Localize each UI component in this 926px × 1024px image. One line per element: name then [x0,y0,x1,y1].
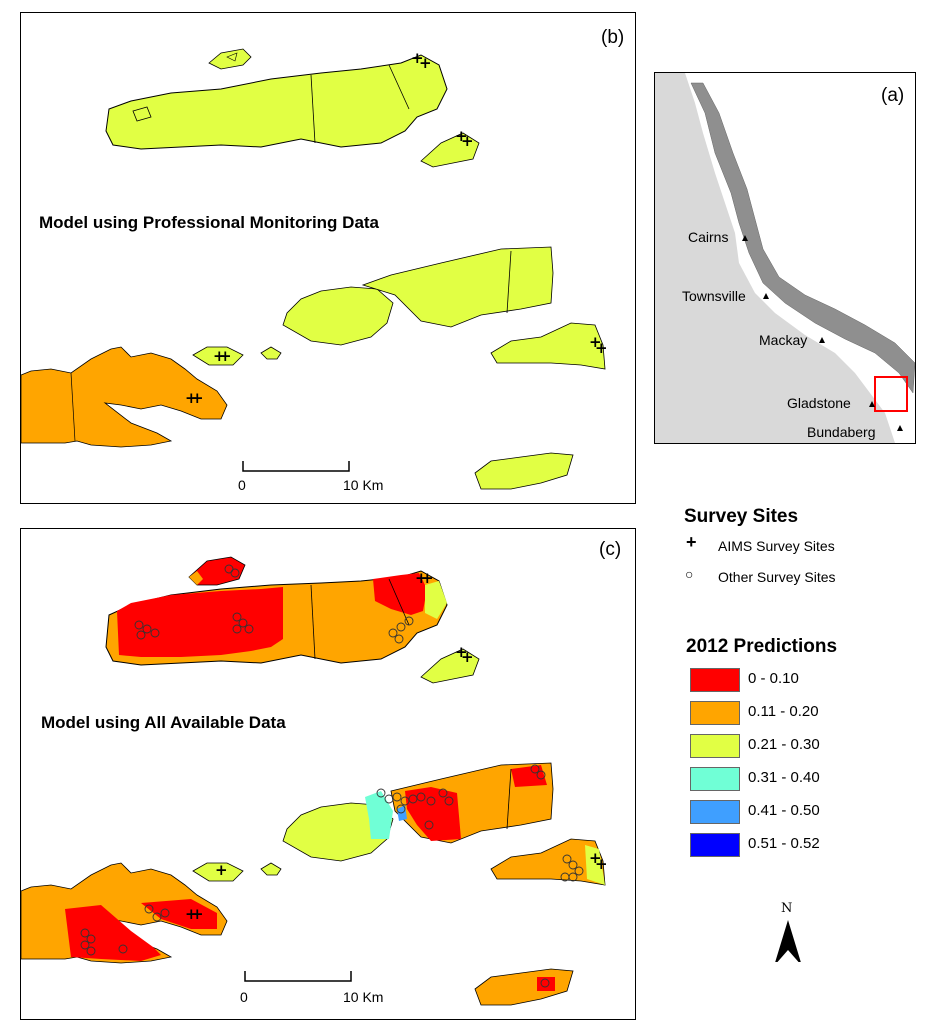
svg-text:+: + [415,569,428,587]
legend-swatch-5 [690,833,740,857]
islet-west-1 [192,346,244,366]
svg-text:+: + [595,855,608,873]
svg-text:+: + [411,49,424,67]
islet-top-c [188,556,246,586]
svg-text:+: + [185,905,198,923]
svg-text:+: + [589,849,602,867]
city-gladstone: Gladstone [787,395,851,411]
scale-end-b: 10 Km [343,477,384,493]
legend-swatch-1 [690,701,740,725]
svg-text:+: + [191,905,204,923]
study-area-box [874,376,908,412]
svg-text:+: + [589,333,602,351]
islet-west-2 [260,346,282,360]
legend-class-label-2: 0.21 - 0.30 [748,736,820,753]
legend-swatch-4 [690,800,740,824]
legend-swatch-3 [690,767,740,791]
city-mackay: Mackay [759,332,808,348]
island-south-east-c [474,968,574,1006]
panel-title-b: Model using Professional Monitoring Data [39,213,380,232]
scale-zero-b: 0 [238,477,246,493]
map-c-canvas: + + + + + + + + + [21,556,608,1006]
svg-text:+: + [455,643,468,661]
scale-bar-b [242,461,350,472]
legend-class-label-5: 0.51 - 0.52 [748,835,820,852]
svg-text:+: + [461,648,474,666]
svg-text:+: + [461,132,474,150]
legend-class-label-3: 0.31 - 0.40 [748,769,820,786]
legend-class-label-0: 0 - 0.10 [748,670,799,687]
svg-text:+: + [595,339,608,357]
legend-swatch-2 [690,734,740,758]
island-right-small-c [420,648,480,684]
legend-class-label-4: 0.41 - 0.50 [748,802,820,819]
legend-pred-title: 2012 Predictions [686,636,838,657]
svg-text:+: + [419,54,432,72]
reef-band [690,82,915,394]
island-south-east [474,452,574,490]
svg-text:+: + [421,569,434,587]
city-cairns: Cairns [688,229,729,245]
legend-swatch-0 [690,668,740,692]
sea-area [685,73,915,443]
panel-label-b: (b) [601,27,625,48]
map-a-canvas [685,73,915,443]
legend-aims-symbol: + [686,532,697,552]
panel-label-a: (a) [881,85,905,106]
legend-aims-label: AIMS Survey Sites [718,538,835,554]
island-east [490,322,606,370]
island-east-c [490,838,606,886]
map-panel-c: + + + + + + + + + (c) Model using All Av… [20,528,636,1020]
islet-west-1-c [192,862,244,882]
city-townsville: Townsville [682,288,746,304]
north-arrow-icon: N [775,901,801,962]
map-panel-a: (a) Cairns Townsville Mackay Gladstone B… [654,72,916,444]
scale-bar-c [244,971,352,982]
svg-text:+: + [213,347,226,365]
north-label: N [781,901,792,916]
map-panel-b: + + + + + + + + + + (b) Model using Prof… [20,12,636,504]
svg-text:+: + [215,861,228,879]
legend-class-label-1: 0.11 - 0.20 [748,703,819,720]
svg-text:+: + [185,389,198,407]
svg-text:+: + [455,127,468,145]
svg-text:+: + [191,389,204,407]
island-right-small [420,132,480,168]
map-b-canvas: + + + + + + + + + + [21,48,608,490]
panel-title-c: Model using All Available Data [41,713,286,732]
legend-other-label: Other Survey Sites [718,569,836,585]
islet-top [208,48,252,70]
island-north-large [105,54,448,150]
scale-end-c: 10 Km [343,989,384,1005]
svg-text:+: + [219,347,232,365]
island-south-west [21,346,228,448]
city-bundaberg: Bundaberg [807,424,876,440]
legend-survey-title: Survey Sites [684,506,799,527]
scale-zero-c: 0 [240,989,248,1005]
legend-other-symbol: ○ [685,566,694,582]
panel-label-c: (c) [599,539,622,560]
island-middle-west [282,286,394,346]
islet-west-2-c [260,862,282,876]
island-middle-east [361,246,554,328]
